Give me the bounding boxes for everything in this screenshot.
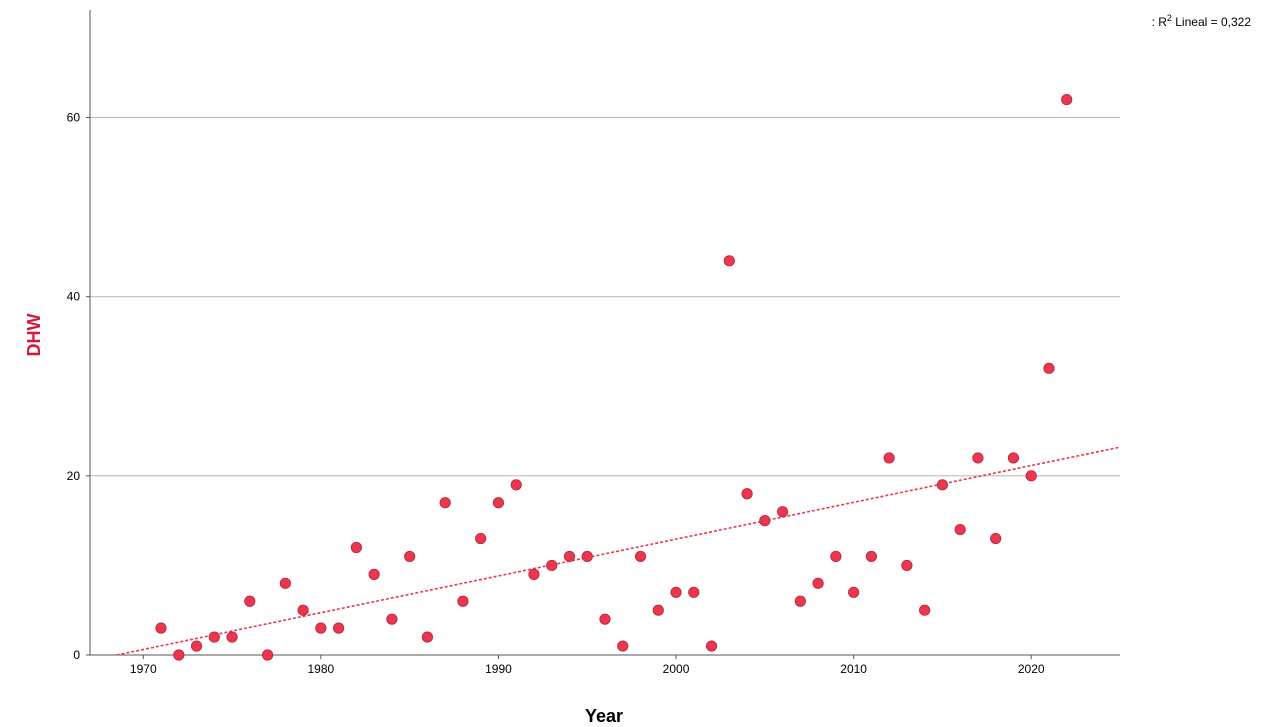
data-point <box>173 649 185 661</box>
data-point <box>368 568 380 580</box>
data-point <box>1007 452 1020 464</box>
r-squared-annotation: : R2 Lineal = 0,322 <box>1152 13 1252 29</box>
y-tick-label-60: 60 <box>67 111 81 125</box>
data-point <box>190 640 203 652</box>
data-points <box>155 93 1073 661</box>
data-point <box>652 604 664 616</box>
r2-superscript: 2 <box>1167 13 1172 23</box>
data-point <box>1061 93 1073 106</box>
data-point <box>972 452 984 464</box>
data-point <box>581 550 593 563</box>
data-point <box>901 559 913 572</box>
data-point <box>297 604 309 616</box>
data-point <box>723 255 735 267</box>
data-point <box>563 550 576 563</box>
y-tick-label-20: 20 <box>67 469 81 483</box>
data-point <box>990 532 1002 545</box>
x-tick-label-1990: 1990 <box>485 662 512 676</box>
data-point <box>848 586 860 598</box>
fit-line <box>116 446 1121 656</box>
data-point <box>794 595 806 607</box>
data-point <box>741 488 753 500</box>
data-point <box>546 559 558 572</box>
data-point <box>155 622 167 634</box>
data-point <box>244 595 256 607</box>
data-point <box>315 622 327 634</box>
fit-line-group <box>116 446 1121 656</box>
axes <box>89 10 1120 656</box>
y-tick-label-0: 0 <box>73 648 80 662</box>
data-point <box>261 649 274 661</box>
data-point <box>475 532 487 545</box>
x-axis-ticks: 1970 1980 1990 2000 2010 2020 <box>130 655 1045 676</box>
data-point <box>759 515 771 527</box>
x-tick-label-2000: 2000 <box>663 662 690 676</box>
x-tick-label-1970: 1970 <box>130 662 157 676</box>
data-point <box>919 604 931 616</box>
data-point <box>1043 362 1055 374</box>
x-tick-label-2010: 2010 <box>840 662 867 676</box>
data-point <box>528 568 540 580</box>
data-point <box>457 595 469 607</box>
data-point <box>776 506 789 518</box>
data-point <box>208 631 220 643</box>
x-tick-label-2020: 2020 <box>1018 662 1045 676</box>
x-axis-title: Year <box>585 706 623 726</box>
x-tick-label-1980: 1980 <box>308 662 335 676</box>
data-point <box>386 613 398 625</box>
y-tick-label-40: 40 <box>67 290 81 304</box>
data-point <box>705 640 718 652</box>
y-axis-ticks: 0 20 40 60 <box>67 111 90 662</box>
data-point <box>439 497 451 509</box>
r2-prefix: : R <box>1152 15 1168 29</box>
data-point <box>333 622 345 634</box>
data-point <box>670 586 682 598</box>
data-point <box>688 586 700 598</box>
data-point <box>226 631 238 643</box>
data-point <box>350 541 362 554</box>
data-point <box>421 631 434 643</box>
y-axis-title: DHW <box>24 314 44 357</box>
data-point <box>812 577 824 589</box>
data-point <box>865 550 877 563</box>
data-point <box>830 550 842 563</box>
data-point <box>599 613 611 625</box>
data-point <box>1025 470 1037 482</box>
data-point <box>279 577 291 589</box>
data-point <box>492 497 505 509</box>
data-point <box>954 523 966 536</box>
data-point <box>936 479 949 491</box>
data-point <box>404 550 416 563</box>
data-point <box>617 640 629 652</box>
data-point <box>634 550 647 563</box>
r2-suffix: Lineal = 0,322 <box>1172 15 1251 29</box>
data-point <box>510 479 522 491</box>
grid-lines <box>90 116 1120 477</box>
data-point <box>883 452 895 464</box>
